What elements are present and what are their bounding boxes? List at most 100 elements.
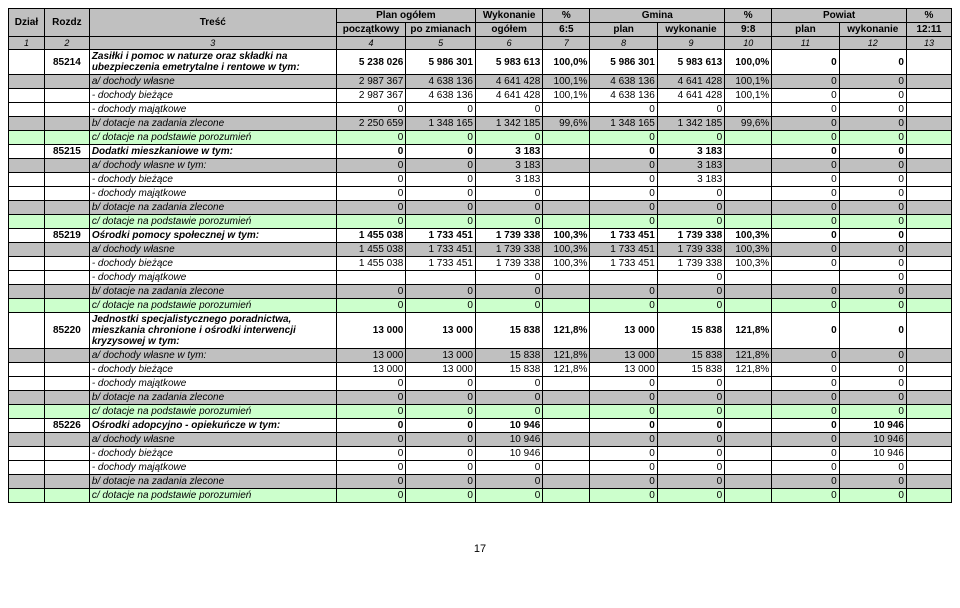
cell-value [336,271,406,285]
cell-value [906,187,951,201]
cell-value: 0 [336,131,406,145]
cell-value: 1 348 165 [590,117,657,131]
cell-rozdz [44,489,89,503]
cell-value [406,271,476,285]
cell-value: 1 733 451 [406,257,476,271]
cell-value: 0 [406,215,476,229]
cell-rozdz [44,349,89,363]
cell-desc: a/ dochody własne w tym: [89,349,336,363]
cell-value: 4 638 136 [406,75,476,89]
cell-dzial [9,103,45,117]
cell-value: 0 [406,103,476,117]
cell-value: 0 [772,89,839,103]
cell-value: 0 [839,243,906,257]
cell-value: 0 [772,391,839,405]
cell-value [725,489,772,503]
cell-value: 0 [590,377,657,391]
col-powiat-plan: plan [772,23,839,37]
cell-dzial [9,229,45,243]
cell-value: 13 000 [336,313,406,349]
cell-value: 2 987 367 [336,89,406,103]
cell-value: 3 183 [657,159,724,173]
cell-dzial [9,285,45,299]
cell-value: 0 [772,187,839,201]
cell-value: 13 000 [336,363,406,377]
cell-dzial [9,405,45,419]
cell-value: 0 [475,103,542,117]
cell-dzial [9,363,45,377]
cell-value: 99,6% [543,117,590,131]
cell-value: 0 [475,131,542,145]
cell-dzial [9,299,45,313]
cell-value: 0 [772,75,839,89]
cell-value [543,489,590,503]
cell-value: 0 [336,299,406,313]
cell-desc: Ośrodki adopcyjno - opiekuńcze w tym: [89,419,336,433]
cell-value [906,299,951,313]
cell-value [906,489,951,503]
cell-value: 0 [406,201,476,215]
col-po-zmianach: po zmianach [406,23,476,37]
cell-desc: Jednostki specjalistycznego poradnictwa,… [89,313,336,349]
cell-desc: b/ dotacje na zadania zlecone [89,117,336,131]
cell-value: 5 983 613 [657,50,724,75]
col-wykonanie: Wykonanie [475,9,542,23]
cell-rozdz [44,89,89,103]
cell-value: 0 [590,173,657,187]
cell-dzial [9,271,45,285]
cell-value: 4 638 136 [590,75,657,89]
table-row: - dochody bieżące2 987 3674 638 1364 641… [9,89,952,103]
cell-dzial [9,313,45,349]
col-plan-ogolem: Plan ogółem [336,9,475,23]
cell-value: 1 739 338 [475,229,542,243]
cell-dzial [9,419,45,433]
cell-value: 0 [839,50,906,75]
cell-value: 1 342 185 [475,117,542,131]
cell-value: 0 [839,271,906,285]
cell-rozdz [44,377,89,391]
cell-value: 1 455 038 [336,229,406,243]
cell-value: 0 [839,313,906,349]
cell-value: 0 [657,419,724,433]
cell-dzial [9,159,45,173]
cell-value: 0 [590,299,657,313]
cell-value: 0 [336,475,406,489]
cell-dzial [9,489,45,503]
cell-value: 0 [772,461,839,475]
cell-value [725,201,772,215]
cell-value [906,131,951,145]
table-header: Dział Rozdz Treść Plan ogółem Wykonanie … [9,9,952,50]
cell-value: 4 641 428 [475,75,542,89]
cell-value: 0 [406,447,476,461]
col-gmina-plan: plan [590,23,657,37]
cell-value: 0 [657,271,724,285]
cell-value: 0 [406,419,476,433]
cell-value: 5 983 613 [475,50,542,75]
cell-value [906,201,951,215]
col-powiat-wyk: wykonanie [839,23,906,37]
cell-value [906,257,951,271]
cell-value: 1 739 338 [657,243,724,257]
cell-value: 3 183 [657,145,724,159]
cell-value: 121,8% [725,349,772,363]
cell-value: 0 [590,419,657,433]
cell-value: 0 [406,173,476,187]
cell-value: 0 [839,475,906,489]
cell-value [906,215,951,229]
cell-dzial [9,201,45,215]
cell-value: 0 [839,461,906,475]
cell-value [543,419,590,433]
col-powiat: Powiat [772,9,907,23]
cell-value: 0 [336,419,406,433]
cell-value [906,391,951,405]
cell-value [906,405,951,419]
cell-value: 0 [590,433,657,447]
cell-value: 13 000 [590,313,657,349]
cell-value: 0 [772,257,839,271]
cell-dzial [9,349,45,363]
cell-desc: - dochody bieżące [89,447,336,461]
cell-value: 2 250 659 [336,117,406,131]
table-row: c/ dotacje na podstawie porozumień000000… [9,299,952,313]
cell-value [543,201,590,215]
table-row: a/ dochody własne w tym:003 18303 18300 [9,159,952,173]
